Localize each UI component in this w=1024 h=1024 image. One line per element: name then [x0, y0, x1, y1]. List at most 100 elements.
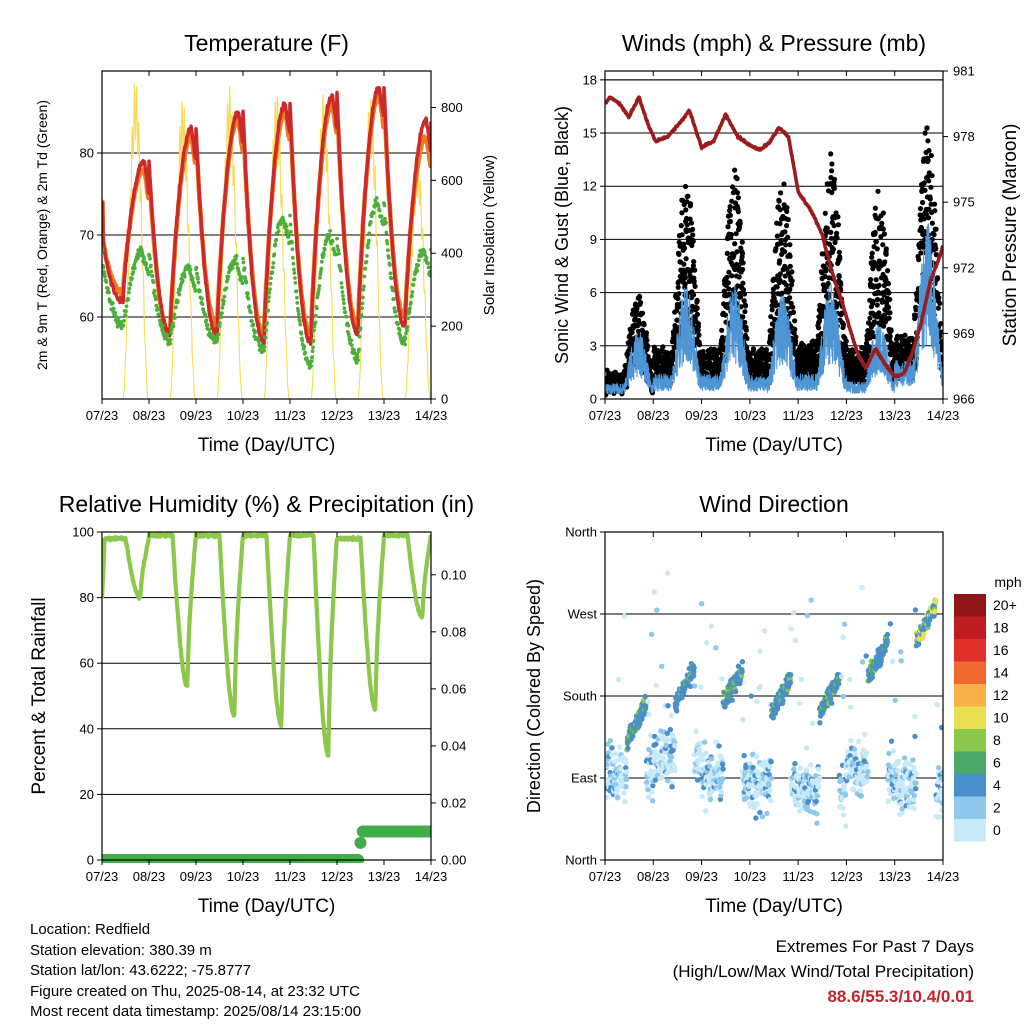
dewpoint-point — [195, 271, 199, 276]
dewpoint-point — [104, 280, 109, 284]
direction-point — [649, 798, 656, 804]
direction-point — [762, 628, 768, 634]
dewpoint-point — [157, 312, 162, 317]
gust-point — [792, 326, 798, 332]
extremes-subtitle: (High/Low/Max Wind/Total Precipitation) — [672, 962, 974, 981]
dewpoint-point — [352, 348, 356, 352]
direction-point — [816, 775, 823, 782]
direction-point — [615, 676, 622, 683]
gust-point — [742, 309, 748, 315]
dewpoint-point — [394, 314, 399, 319]
dewpoint-point — [403, 342, 407, 347]
dewpoint-point — [123, 313, 128, 318]
dewpoint-point — [110, 301, 115, 305]
dewpoint-point — [339, 269, 343, 273]
dewpoint-point — [362, 284, 366, 289]
dewpoint-point — [132, 266, 137, 270]
direction-point — [934, 702, 940, 708]
dewpoint-point — [403, 336, 408, 341]
direction-point — [768, 798, 774, 804]
direction-point — [740, 717, 746, 723]
gust-point — [683, 207, 689, 213]
direction-point — [623, 784, 629, 790]
gust-point — [680, 241, 687, 247]
direction-point — [792, 637, 799, 644]
dewpoint-point — [113, 310, 118, 315]
temp-2m-line — [102, 85, 431, 346]
precip-point — [354, 836, 367, 849]
x-tick-label: 09/23 — [180, 869, 213, 884]
gust-point — [685, 193, 691, 199]
gust-point — [740, 260, 746, 266]
gust-point — [637, 293, 643, 299]
direction-point — [720, 776, 726, 782]
direction-point — [915, 641, 922, 647]
direction-point — [887, 621, 894, 627]
direction-point — [788, 672, 794, 678]
gust-point — [719, 327, 725, 333]
direction-point — [615, 794, 621, 800]
direction-point — [933, 597, 939, 604]
gust-point — [873, 277, 879, 283]
gust-point — [787, 295, 793, 301]
direction-point — [847, 676, 853, 683]
direction-point — [713, 645, 719, 651]
dewpoint-point — [357, 347, 361, 352]
winds-panel: 07/23 08/23 09/23 10/23 11/23 12/23 13/23 14/23… — [552, 30, 1021, 456]
dewpoint-point — [309, 359, 314, 363]
dewpoint-point — [336, 248, 341, 253]
dewpoint-point — [242, 266, 247, 270]
dewpoint-point — [256, 336, 261, 340]
dewpoint-point — [102, 265, 106, 270]
gust-point — [927, 196, 933, 202]
gust-point — [822, 273, 828, 280]
direction-point — [888, 738, 895, 744]
dewpoint-point — [365, 254, 369, 258]
direction-point — [884, 639, 890, 645]
humidity-series — [102, 531, 431, 863]
gust-point — [690, 226, 696, 232]
x-tick-label: 13/23 — [368, 408, 401, 423]
direction-point — [894, 767, 901, 774]
dewpoint-point — [241, 260, 246, 265]
gust-point — [692, 283, 698, 289]
gust-point — [880, 242, 886, 248]
direction-point — [884, 631, 891, 638]
direction-point — [911, 805, 917, 811]
dewpoint-point — [315, 306, 319, 311]
gust-point — [886, 315, 892, 321]
x-axis-label: Time (Day/UTC) — [198, 435, 336, 456]
dewpoint-point — [335, 236, 339, 241]
dewpoint-point — [293, 276, 297, 280]
gust-point — [783, 282, 790, 288]
x-tick-label: 14/23 — [415, 869, 448, 884]
dewpoint-point — [152, 288, 157, 293]
gust-point — [871, 319, 878, 325]
colorbar-label: 10 — [993, 710, 1009, 726]
dewpoint-point — [124, 304, 129, 309]
gust-point — [777, 221, 783, 227]
direction-point — [695, 759, 701, 766]
gust-point — [874, 296, 881, 303]
extremes-values: 88.6/55.3/10.4/0.01 — [827, 987, 974, 1006]
dewpoint-point — [404, 331, 408, 336]
gust-point — [869, 329, 875, 335]
direction-point — [774, 706, 781, 712]
gust-point — [833, 210, 839, 216]
dewpoint-point — [361, 287, 366, 292]
gust-point — [732, 266, 738, 273]
gust-point — [725, 280, 731, 286]
gust-point — [823, 266, 829, 272]
dewpoint-point — [271, 261, 276, 265]
y-tick-label: East — [571, 771, 597, 786]
y-tick-label: 3 — [590, 338, 597, 353]
dewpoint-point — [278, 222, 283, 227]
direction-point — [664, 730, 670, 736]
dewpoint-point — [392, 306, 397, 310]
dewpoint-point — [393, 309, 398, 314]
station-elevation: Station elevation: 380.39 m — [30, 941, 212, 959]
x-tick-label: 07/23 — [589, 408, 622, 423]
station-location: Location: Redfield — [30, 921, 151, 938]
gust-point — [734, 249, 740, 255]
direction-point — [662, 750, 668, 756]
